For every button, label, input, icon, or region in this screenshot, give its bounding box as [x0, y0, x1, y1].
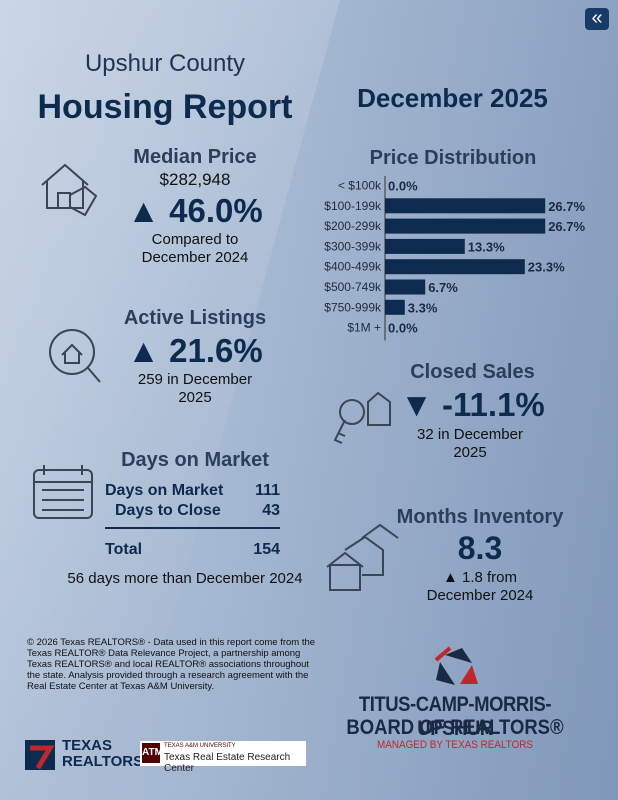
- closed-change: ▼ -11.1%: [400, 386, 545, 423]
- disclaimer: © 2026 Texas REALTORS® - Data used in th…: [27, 637, 316, 692]
- tamu-logo: ATM TEXAS A&M UNIVERSITY Texas Real Esta…: [140, 741, 306, 774]
- key-house: [333, 391, 391, 444]
- value-label: 26.7%: [548, 219, 585, 234]
- dom-title: Days on Market: [121, 449, 269, 471]
- period: December 2025: [357, 83, 548, 113]
- bar: [385, 238, 465, 254]
- active-title: Active Listings: [123, 307, 267, 329]
- bar: [385, 259, 525, 275]
- value-label: 0.0%: [388, 321, 418, 336]
- active-change: ▲ 21.6%: [127, 332, 263, 369]
- value-label: 3.3%: [408, 300, 438, 315]
- category-label: $750-999k: [324, 300, 382, 314]
- calendar-icon: [33, 469, 93, 519]
- dom-label: Days on Market: [105, 482, 224, 499]
- key-icon: [339, 399, 365, 425]
- category-label: < $100k: [338, 179, 382, 193]
- board-tagline: MANAGED BY TEXAS REALTORS: [376, 739, 534, 751]
- icons: [33, 163, 399, 591]
- active-detail: 259 in December 2025: [137, 371, 253, 406]
- report-title: Housing Report: [37, 88, 293, 126]
- dom-note: 56 days more than December 2024: [67, 570, 303, 587]
- texas-realtors-logo: [25, 740, 55, 770]
- back-button[interactable]: «: [585, 8, 609, 30]
- closed-detail: 32 in December 2025: [417, 426, 523, 461]
- value-label: 26.7%: [548, 199, 585, 214]
- closed-title: Closed Sales: [410, 361, 535, 383]
- median-compare: Compared to December 2024: [141, 231, 249, 266]
- dtc-label: Days to Close: [115, 502, 221, 519]
- category-label: $400-499k: [324, 260, 382, 274]
- tamu-center: Texas Real Estate Research Center: [164, 752, 291, 774]
- total-label: Total: [105, 541, 143, 558]
- calendar-grid: [34, 465, 92, 511]
- tr-line1: TEXAS: [62, 737, 113, 754]
- inventory-change: ▲ 1.8 from December 2024: [426, 569, 534, 604]
- median-title: Median Price: [133, 146, 257, 168]
- bar: [385, 279, 426, 295]
- value-label: 13.3%: [468, 239, 505, 254]
- inventory-title: Months Inventory: [396, 506, 564, 528]
- board-logo: [434, 646, 478, 685]
- bar: [385, 218, 546, 234]
- magnifier-icon: [49, 329, 95, 375]
- tamu-small: TEXAS A&M UNIVERSITY: [164, 743, 236, 749]
- value-label: 0.0%: [388, 179, 418, 194]
- house-icon: [41, 163, 89, 209]
- value-label: 23.3%: [528, 260, 565, 275]
- distribution-title: Price Distribution: [369, 147, 537, 169]
- tr-line2: REALTORS: [62, 753, 144, 770]
- category-label: $100-199k: [324, 199, 382, 213]
- dtc-value: 43: [262, 502, 280, 519]
- houses-icon: [326, 523, 399, 591]
- category-label: $1M +: [347, 321, 381, 335]
- median-value: $282,948: [159, 170, 231, 189]
- bar: [385, 198, 546, 214]
- dom-value: 111: [255, 482, 280, 499]
- total-value: 154: [253, 541, 280, 558]
- bar: [385, 299, 405, 315]
- board-line2: BOARD OF REALTORS®: [346, 716, 564, 739]
- inventory-value: 8.3: [457, 530, 503, 566]
- board-line1: TITUS-CAMP-MORRIS-UPSHUR: [358, 693, 552, 740]
- category-label: $200-299k: [324, 219, 382, 233]
- median-change: ▲ 46.0%: [127, 192, 263, 229]
- category-label: $500-749k: [324, 280, 382, 294]
- tag-icon: [69, 185, 98, 217]
- value-label: 6.7%: [428, 280, 458, 295]
- magnifier-house: [61, 343, 101, 383]
- category-label: $300-399k: [324, 239, 382, 253]
- county: Upshur County: [84, 50, 246, 77]
- texas-realtors-text: TEXAS REALTORS: [62, 738, 143, 770]
